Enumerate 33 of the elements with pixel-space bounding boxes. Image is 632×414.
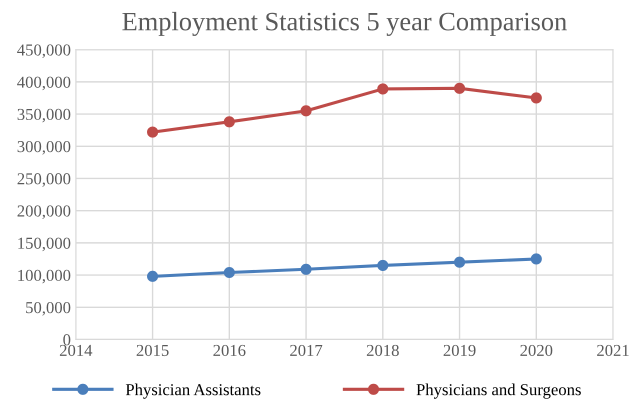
y-tick-label: 400,000	[17, 76, 70, 90]
point	[300, 105, 312, 116]
x-tick-label: 2020	[520, 344, 552, 356]
point	[454, 82, 466, 94]
legend-label: Physician Assistants	[126, 384, 260, 399]
point	[377, 83, 388, 95]
point	[377, 260, 388, 271]
y-tick-label: 50,000	[26, 302, 70, 316]
x-tick-label: 2014	[60, 344, 92, 356]
y-tick-label: 250,000	[18, 173, 70, 187]
point	[147, 126, 158, 138]
x-tick-label: 2021	[597, 344, 629, 356]
y-tick-label: 350,000	[18, 108, 70, 122]
y-tick-label: 450,000	[17, 44, 70, 58]
point	[454, 256, 466, 268]
x-tick-label: 2019	[444, 344, 476, 356]
point	[300, 264, 312, 275]
point	[147, 270, 158, 282]
y-tick-label: 200,000	[18, 205, 70, 220]
point	[224, 266, 235, 278]
point	[224, 116, 235, 128]
point	[530, 253, 542, 265]
x-tick-label: 2018	[366, 344, 399, 356]
x-tick-label: 2015	[136, 344, 169, 356]
y-tick-label: 0	[63, 334, 70, 346]
y-tick-label: 150,000	[18, 238, 70, 252]
x-tick-label: 2017	[290, 344, 322, 356]
chart-title: Employment Statistics 5 year Comparison	[122, 12, 567, 36]
y-tick-label: 100,000	[18, 270, 70, 284]
y-tick-label: 300,000	[18, 140, 70, 155]
point	[530, 92, 542, 104]
x-tick-label: 2016	[213, 344, 246, 356]
legend-label: Physicians and Surgeons	[416, 384, 581, 399]
